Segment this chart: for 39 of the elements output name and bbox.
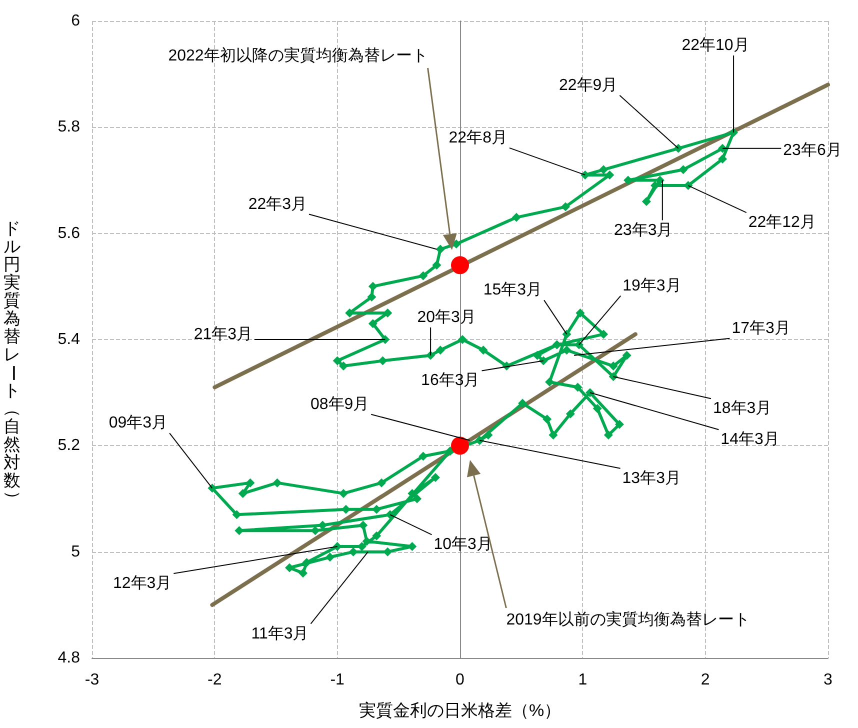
x-tick-label: 2 bbox=[700, 672, 710, 688]
annotation: 17年3月 bbox=[732, 320, 790, 337]
annotation: 16年3月 bbox=[421, 372, 480, 390]
x-tick-label: 0 bbox=[456, 672, 465, 688]
annotation: 22年9月 bbox=[558, 76, 618, 94]
text: ドル円実質為替レート（自然対数） bbox=[3, 219, 22, 508]
annotation: 23年6月 bbox=[783, 142, 842, 159]
annotation: 2022年初以降の実質均衡為替レート bbox=[168, 46, 428, 64]
annotation: 22年3月 bbox=[248, 196, 308, 213]
annotation: 15年3月 bbox=[483, 282, 542, 299]
annotation: 12年3月 bbox=[112, 575, 172, 592]
annotation: 22年12月 bbox=[748, 214, 816, 232]
x-tick-label: -2 bbox=[208, 672, 222, 688]
y-tick-label: 5.2 bbox=[58, 437, 80, 454]
x-tick-label: -1 bbox=[330, 672, 345, 688]
y-tick-label: 5.6 bbox=[58, 224, 80, 242]
annotation: 19年3月 bbox=[622, 277, 682, 294]
annotation: 18年3月 bbox=[712, 400, 772, 418]
annotation: 13年3月 bbox=[622, 470, 681, 487]
y-tick-label: 5.4 bbox=[58, 331, 80, 348]
annotation: 08年9月 bbox=[310, 396, 370, 413]
x-tick-label: 3 bbox=[824, 672, 833, 688]
x-tick-label: 1 bbox=[578, 672, 588, 688]
annotation: 22年8月 bbox=[448, 129, 508, 146]
y-tick-label: 6 bbox=[71, 12, 80, 30]
annotation: 20年3月 bbox=[417, 308, 476, 326]
y-tick-label: 5.8 bbox=[58, 118, 80, 136]
annotation: 11年3月 bbox=[251, 625, 309, 642]
annotation: 10年3月 bbox=[434, 536, 492, 554]
annotation: 21年3月 bbox=[194, 326, 253, 343]
annotation: 14年3月 bbox=[720, 431, 780, 448]
x-tick-label: -3 bbox=[84, 672, 100, 688]
x-axis-title: 実質金利の日米格差（%） bbox=[358, 701, 562, 720]
annotation: 09年3月 bbox=[108, 414, 168, 432]
y-tick-label: 4.8 bbox=[58, 650, 80, 666]
annotation: 2019年以前の実質均衡為替レート bbox=[506, 610, 750, 628]
annotation: 23年3月 bbox=[614, 222, 673, 239]
y-tick-label: 5 bbox=[71, 543, 80, 560]
annotation: 22年10月 bbox=[682, 36, 750, 54]
